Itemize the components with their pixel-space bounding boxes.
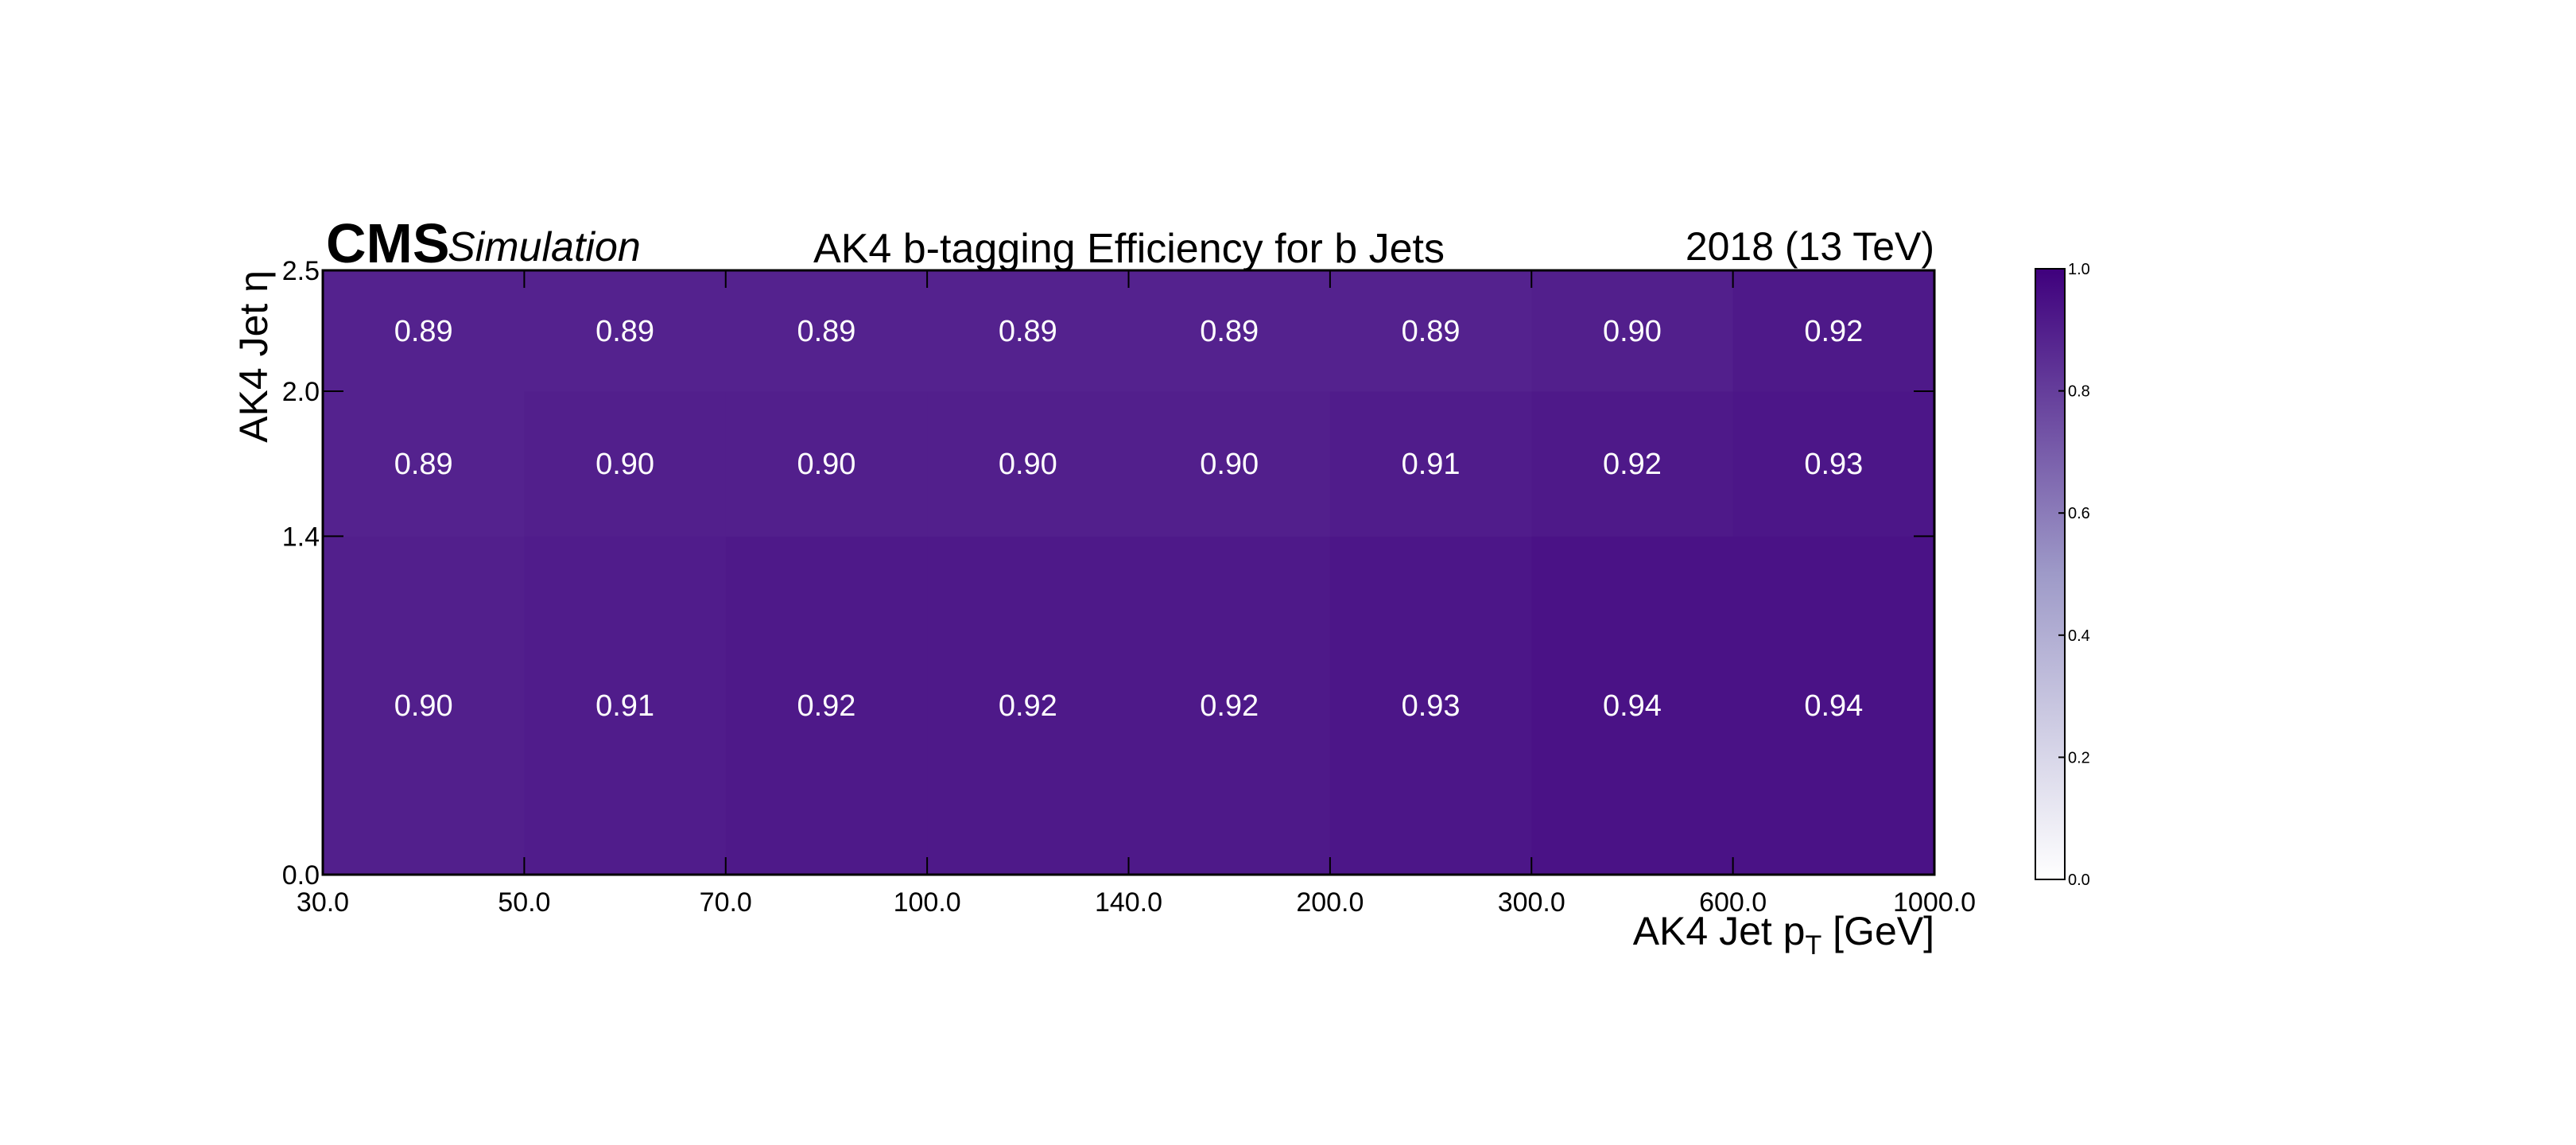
heatmap-cell bbox=[1732, 536, 1935, 875]
x-axis-label: AK4 Jet pT [GeV] bbox=[1633, 909, 1934, 961]
cell-value-label: 0.93 bbox=[1402, 689, 1461, 723]
simulation-label: Simulation bbox=[448, 224, 641, 270]
heatmap-cell bbox=[1732, 270, 1935, 392]
x-axis-ticks: 30.0 50.0 70.0 100.0 140.0 200.0 300.0 600.0 100… bbox=[297, 270, 1976, 918]
heatmap-cell bbox=[927, 391, 1129, 537]
x-tick-label: 50.0 bbox=[498, 887, 550, 918]
colorbar-tick-label: 0.2 bbox=[2068, 749, 2090, 767]
heatmap-cell bbox=[1329, 391, 1532, 537]
cell-value-label: 0.90 bbox=[1200, 448, 1259, 481]
colorbar bbox=[2035, 268, 2066, 880]
y-tick-label: 2.0 bbox=[282, 377, 320, 407]
heatmap-cell bbox=[1128, 391, 1331, 537]
cell-value-label: 0.89 bbox=[596, 315, 654, 348]
heatmap-cell bbox=[725, 270, 928, 392]
lumi-label: 2018 (13 TeV) bbox=[1686, 224, 1934, 269]
heatmap-cell bbox=[725, 391, 928, 537]
cell-value-label: 0.89 bbox=[797, 315, 855, 348]
cell-value-label: 0.92 bbox=[1200, 689, 1259, 723]
cell-value-label: 0.92 bbox=[1804, 315, 1863, 348]
x-axis-label-unit: [GeV] bbox=[1821, 909, 1934, 953]
y-tick-label: 2.5 bbox=[282, 256, 320, 286]
cell-value-label: 0.89 bbox=[394, 315, 453, 348]
heatmap-cell bbox=[524, 270, 727, 392]
colorbar-ticks: 0.0 0.2 0.4 0.6 0.8 1.0 bbox=[2058, 261, 2090, 889]
heatmap-cell bbox=[1531, 536, 1734, 875]
heatmap-cells bbox=[323, 270, 1935, 875]
heatmap-cell bbox=[524, 536, 727, 875]
colorbar-tick-label: 0.6 bbox=[2068, 505, 2090, 522]
heatmap-cell bbox=[323, 536, 525, 875]
x-axis-label-subscript: T bbox=[1805, 930, 1821, 961]
cell-value-label: 0.90 bbox=[1603, 315, 1662, 348]
cell-value-label: 0.89 bbox=[999, 315, 1057, 348]
heatmap-cell bbox=[323, 270, 525, 392]
colorbar-tick-label: 0.0 bbox=[2068, 871, 2090, 889]
colorbar-tick-label: 0.8 bbox=[2068, 383, 2090, 401]
x-tick-label: 140.0 bbox=[1095, 887, 1162, 918]
heatmap-cell bbox=[1531, 391, 1734, 537]
heatmap-cell bbox=[323, 391, 525, 537]
chart-title: AK4 b-tagging Efficiency for b Jets bbox=[813, 226, 1445, 272]
cell-value-label: 0.90 bbox=[797, 448, 855, 481]
x-tick-label: 300.0 bbox=[1498, 887, 1565, 918]
x-tick-label: 200.0 bbox=[1296, 887, 1364, 918]
heatmap-cell bbox=[927, 270, 1129, 392]
heatmap-cell bbox=[927, 536, 1129, 875]
cell-value-label: 0.94 bbox=[1603, 689, 1662, 723]
heatmap-cell bbox=[725, 536, 928, 875]
cell-value-label: 0.91 bbox=[1402, 448, 1461, 481]
heatmap-cell bbox=[1128, 270, 1331, 392]
cell-value-label: 0.89 bbox=[394, 448, 453, 481]
cell-value-label: 0.92 bbox=[797, 689, 855, 723]
colorbar-tick-label: 0.4 bbox=[2068, 627, 2090, 645]
colorbar-tick-label: 1.0 bbox=[2068, 261, 2090, 278]
heatmap-cell-labels: 0.90 0.91 0.92 0.92 0.92 0.93 0.94 0.94 0.89 0.90… bbox=[394, 315, 1864, 723]
heatmap-cell bbox=[1531, 270, 1734, 392]
heatmap-cell bbox=[1329, 536, 1532, 875]
x-tick-label: 1000.0 bbox=[1893, 887, 1976, 918]
x-axis-label-main: AK4 Jet p bbox=[1633, 909, 1806, 953]
x-tick-label: 600.0 bbox=[1699, 887, 1767, 918]
cell-value-label: 0.90 bbox=[394, 689, 453, 723]
cell-value-label: 0.92 bbox=[999, 689, 1057, 723]
heatmap-cell bbox=[524, 391, 727, 537]
cell-value-label: 0.91 bbox=[596, 689, 654, 723]
cell-value-label: 0.90 bbox=[596, 448, 654, 481]
y-axis-label: AK4 Jet η bbox=[231, 270, 276, 443]
cell-value-label: 0.89 bbox=[1200, 315, 1259, 348]
y-tick-label: 0.0 bbox=[282, 860, 320, 891]
heatmap-cell bbox=[1128, 536, 1331, 875]
cms-label: CMS bbox=[326, 212, 450, 274]
heatmap-cell bbox=[1732, 391, 1935, 537]
y-tick-label: 1.4 bbox=[282, 522, 320, 552]
x-tick-label: 70.0 bbox=[700, 887, 752, 918]
x-tick-label: 100.0 bbox=[894, 887, 961, 918]
cell-value-label: 0.90 bbox=[999, 448, 1057, 481]
x-tick-label: 30.0 bbox=[297, 887, 349, 918]
cell-value-label: 0.93 bbox=[1804, 448, 1863, 481]
cell-value-label: 0.94 bbox=[1804, 689, 1863, 723]
cell-value-label: 0.92 bbox=[1603, 448, 1662, 481]
heatmap-cell bbox=[1329, 270, 1532, 392]
y-axis-ticks: 0.0 1.4 2.0 2.5 bbox=[282, 256, 1934, 891]
cell-value-label: 0.89 bbox=[1402, 315, 1461, 348]
